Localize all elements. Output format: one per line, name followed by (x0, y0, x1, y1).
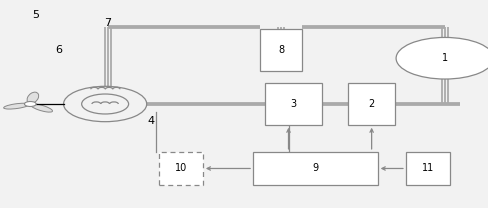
Bar (253, 152, 377, 185)
Bar (159, 152, 203, 185)
Text: 9: 9 (312, 163, 318, 173)
Ellipse shape (31, 104, 52, 112)
Text: 3: 3 (290, 99, 296, 109)
Bar (264, 83, 321, 125)
Text: 2: 2 (368, 99, 374, 109)
Text: 11: 11 (421, 163, 433, 173)
Ellipse shape (3, 103, 29, 109)
Text: 1: 1 (441, 53, 447, 63)
Text: 8: 8 (278, 45, 284, 55)
Text: 5: 5 (32, 10, 39, 20)
Text: 6: 6 (55, 45, 62, 55)
Text: 7: 7 (104, 18, 111, 28)
Bar (260, 29, 302, 71)
Ellipse shape (27, 92, 39, 103)
Bar (405, 152, 449, 185)
Text: 10: 10 (174, 163, 187, 173)
Text: 4: 4 (147, 116, 154, 126)
Bar (347, 83, 394, 125)
Circle shape (24, 102, 36, 106)
Circle shape (395, 37, 488, 79)
